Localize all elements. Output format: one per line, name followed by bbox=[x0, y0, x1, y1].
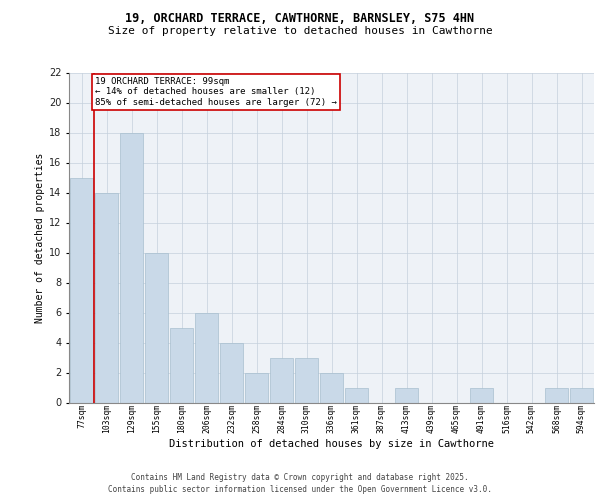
Bar bbox=[569, 388, 593, 402]
Bar bbox=[344, 388, 368, 402]
Bar bbox=[395, 388, 418, 402]
Bar bbox=[95, 192, 118, 402]
Text: 19, ORCHARD TERRACE, CAWTHORNE, BARNSLEY, S75 4HN: 19, ORCHARD TERRACE, CAWTHORNE, BARNSLEY… bbox=[125, 12, 475, 26]
Bar bbox=[545, 388, 568, 402]
Bar bbox=[245, 372, 268, 402]
Bar bbox=[170, 328, 193, 402]
Text: Size of property relative to detached houses in Cawthorne: Size of property relative to detached ho… bbox=[107, 26, 493, 36]
Bar bbox=[220, 342, 244, 402]
X-axis label: Distribution of detached houses by size in Cawthorne: Distribution of detached houses by size … bbox=[169, 438, 494, 448]
Bar bbox=[119, 132, 143, 402]
Y-axis label: Number of detached properties: Number of detached properties bbox=[35, 152, 44, 322]
Text: Contains public sector information licensed under the Open Government Licence v3: Contains public sector information licen… bbox=[108, 485, 492, 494]
Bar bbox=[320, 372, 343, 402]
Bar bbox=[145, 252, 169, 402]
Text: 19 ORCHARD TERRACE: 99sqm
← 14% of detached houses are smaller (12)
85% of semi-: 19 ORCHARD TERRACE: 99sqm ← 14% of detac… bbox=[95, 77, 337, 107]
Bar bbox=[70, 178, 94, 402]
Bar bbox=[295, 358, 319, 403]
Bar bbox=[269, 358, 293, 403]
Bar bbox=[194, 312, 218, 402]
Text: Contains HM Land Registry data © Crown copyright and database right 2025.: Contains HM Land Registry data © Crown c… bbox=[131, 472, 469, 482]
Bar bbox=[470, 388, 493, 402]
